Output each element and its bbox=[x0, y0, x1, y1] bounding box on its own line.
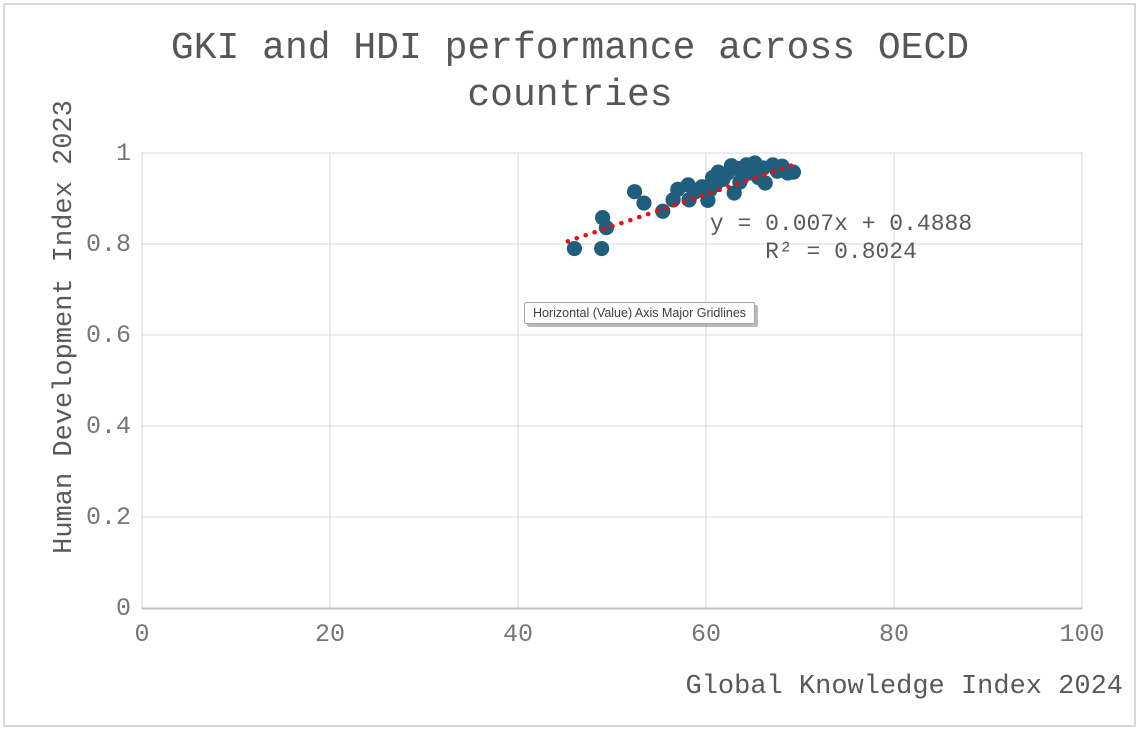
trendline-dot bbox=[645, 211, 651, 217]
trendline-r-squared: R² = 0.8024 bbox=[765, 239, 917, 265]
gridlines-tooltip: Horizontal (Value) Axis Major Gridlines bbox=[524, 302, 756, 324]
x-tick-label[interactable]: 0 bbox=[134, 620, 150, 649]
y-major-gridlines[interactable] bbox=[142, 152, 1082, 518]
data-point[interactable] bbox=[598, 220, 614, 236]
trendline-dot bbox=[628, 217, 633, 223]
trendline-label[interactable]: y = 0.007x + 0.4888 R² = 0.8024 bbox=[710, 210, 972, 266]
y-tick-label[interactable]: 0.2 bbox=[85, 503, 131, 532]
x-axis-title[interactable]: Global Knowledge Index 2024 bbox=[685, 672, 1123, 702]
trendline-dot bbox=[744, 178, 749, 184]
data-point[interactable] bbox=[636, 195, 652, 211]
trendline-dot bbox=[636, 214, 642, 220]
trendline-dot bbox=[619, 220, 624, 226]
trendline-dot bbox=[726, 184, 731, 190]
x-tick-label[interactable]: 60 bbox=[690, 620, 722, 649]
trendline-dot bbox=[788, 163, 794, 168]
x-tick-label[interactable]: 80 bbox=[878, 620, 910, 649]
trendline-dot bbox=[565, 239, 571, 244]
trendline-dot bbox=[583, 232, 588, 238]
trendline-dot bbox=[654, 208, 660, 214]
trendline-dot bbox=[592, 229, 597, 235]
trendline-dot bbox=[753, 175, 758, 181]
data-point[interactable] bbox=[594, 240, 610, 257]
trendline-dot bbox=[663, 205, 669, 211]
chart-title-line2: countries bbox=[467, 74, 673, 117]
chart-border-frame bbox=[3, 3, 1136, 727]
y-tick-label[interactable]: 0.8 bbox=[85, 230, 131, 259]
y-tick-label[interactable]: 0 bbox=[115, 594, 131, 623]
trendline-dot bbox=[610, 223, 615, 229]
x-tick-label[interactable]: 20 bbox=[314, 620, 346, 649]
y-tick-label[interactable]: 0.6 bbox=[85, 321, 131, 350]
x-tick-label[interactable]: 100 bbox=[1059, 620, 1105, 649]
trendline-dot bbox=[672, 202, 678, 208]
trendline[interactable] bbox=[565, 163, 794, 244]
trendline-dot bbox=[601, 226, 606, 232]
data-point[interactable] bbox=[757, 175, 773, 191]
x-tick-label[interactable]: 40 bbox=[502, 620, 534, 649]
trendline-dot bbox=[708, 190, 713, 196]
trendline-dot bbox=[770, 169, 776, 175]
trendline-dot bbox=[717, 187, 722, 193]
chart-title[interactable]: GKI and HDI performance across OECD count… bbox=[0, 25, 1140, 119]
chart-title-line1: GKI and HDI performance across OECD bbox=[170, 27, 970, 70]
data-point[interactable] bbox=[566, 240, 583, 257]
trendline-dot bbox=[690, 196, 696, 202]
trendline-dot bbox=[761, 172, 767, 178]
trendline-dot bbox=[574, 235, 580, 241]
trendline-equation: y = 0.007x + 0.4888 bbox=[709, 211, 973, 237]
trendline-dot bbox=[699, 193, 705, 199]
trendline-dot bbox=[779, 166, 785, 171]
y-tick-label[interactable]: 0.4 bbox=[85, 412, 131, 441]
data-point[interactable] bbox=[785, 164, 802, 180]
trendline-dot bbox=[681, 199, 687, 205]
data-point[interactable] bbox=[626, 184, 643, 200]
y-tick-label[interactable]: 1 bbox=[115, 139, 131, 168]
trendline-dot bbox=[735, 181, 740, 187]
